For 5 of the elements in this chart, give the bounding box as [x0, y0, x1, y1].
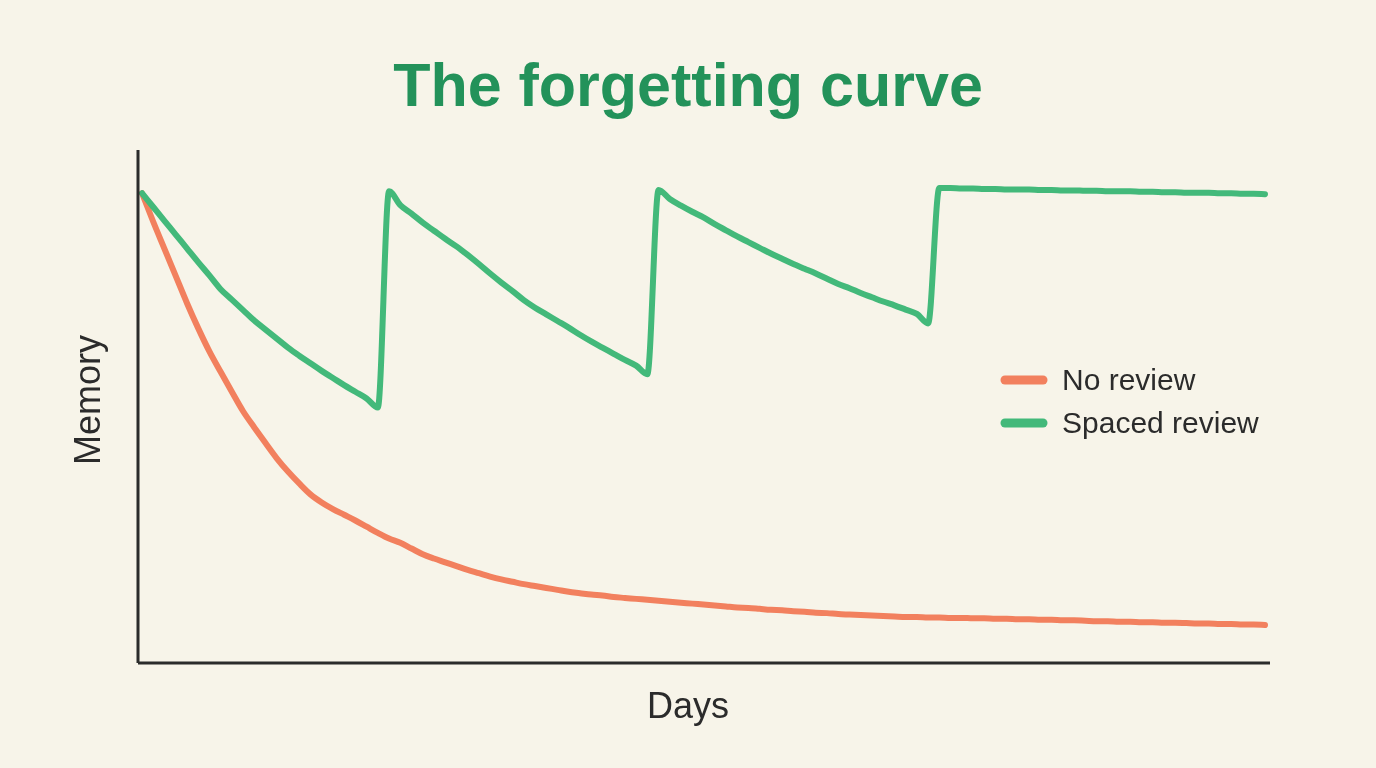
legend-label: Spaced review [1062, 405, 1259, 440]
x-axis-title: Days [646, 685, 730, 726]
y-axis-title: Memory [67, 334, 108, 466]
legend-label: No review [1062, 362, 1196, 397]
chart-title: The forgetting curve [392, 51, 984, 119]
